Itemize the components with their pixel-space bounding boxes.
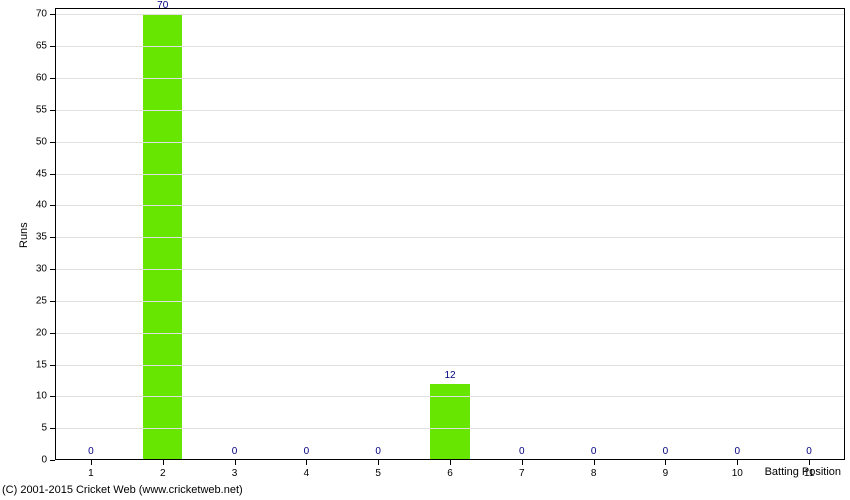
y-tick-label: 5	[27, 423, 47, 434]
y-axis-title: Runs	[18, 222, 30, 248]
x-axis-title: Batting Position	[765, 466, 841, 478]
y-tick-label: 65	[27, 41, 47, 52]
x-tick-label: 4	[304, 468, 310, 479]
x-tick-label: 3	[232, 468, 238, 479]
x-tick	[235, 460, 236, 465]
x-tick-label: 7	[519, 468, 525, 479]
x-tick-label: 6	[447, 468, 453, 479]
x-tick-label: 8	[591, 468, 597, 479]
x-tick-label: 5	[375, 468, 381, 479]
x-tick-label: 10	[732, 468, 743, 479]
y-tick-label: 60	[27, 73, 47, 84]
y-tick-label: 10	[27, 391, 47, 402]
plot-border	[55, 8, 845, 460]
x-tick	[594, 460, 595, 465]
x-tick-label: 9	[663, 468, 669, 479]
y-tick-label: 30	[27, 264, 47, 275]
y-tick-label: 50	[27, 136, 47, 147]
x-tick-label: 2	[160, 468, 166, 479]
y-tick-label: 20	[27, 327, 47, 338]
y-tick-label: 40	[27, 200, 47, 211]
x-tick	[450, 460, 451, 465]
y-tick-label: 70	[27, 9, 47, 20]
y-tick-label: 45	[27, 168, 47, 179]
x-tick	[522, 460, 523, 465]
x-tick	[378, 460, 379, 465]
x-tick	[737, 460, 738, 465]
copyright-text: (C) 2001-2015 Cricket Web (www.cricketwe…	[2, 484, 243, 496]
x-tick	[809, 460, 810, 465]
x-tick	[306, 460, 307, 465]
y-tick-label: 15	[27, 359, 47, 370]
y-tick-label: 35	[27, 232, 47, 243]
x-tick	[665, 460, 666, 465]
chart-container: 0510152025303540455055606570102703040506…	[0, 0, 850, 500]
y-tick-label: 0	[27, 455, 47, 466]
y-tick-label: 55	[27, 104, 47, 115]
y-tick	[50, 460, 55, 461]
y-tick-label: 25	[27, 295, 47, 306]
x-tick-label: 1	[88, 468, 94, 479]
x-tick	[163, 460, 164, 465]
x-tick	[91, 460, 92, 465]
